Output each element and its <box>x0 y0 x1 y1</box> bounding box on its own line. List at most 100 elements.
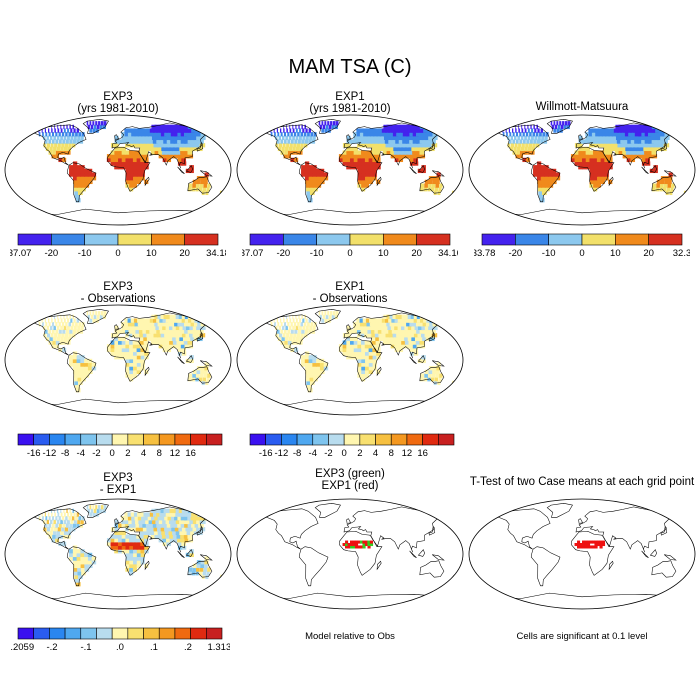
colorbar-label: -1.2059 <box>10 642 34 653</box>
colorbar-exp3-obs: -16 -12 -8 -4 -2 0 2 4 8 12 16 <box>17 433 223 459</box>
colorbar-label: 4 <box>141 448 146 459</box>
colorbar-swatch <box>481 233 516 246</box>
colorbar-swatch <box>249 433 266 446</box>
colorbar-label: -20 <box>276 248 290 259</box>
colorbar-label: -37.07 <box>242 248 263 259</box>
colorbar-swatch <box>343 433 361 446</box>
panel-title-exp1-obs: EXP1 - Observations <box>250 281 450 305</box>
colorbar-swatch <box>316 233 351 246</box>
colorbar-label: -37.07 <box>10 248 31 259</box>
map-exp3 <box>4 114 232 226</box>
colorbar-label: 16 <box>185 448 196 459</box>
footnote-ttest: Cells are significant at 0.1 level <box>516 631 648 642</box>
colorbar-label: 2 <box>357 448 362 459</box>
colorbar-swatch <box>438 433 455 446</box>
map-exp3-obs <box>4 304 232 416</box>
colorbar-label: -8 <box>293 448 301 459</box>
colorbar-swatch <box>17 233 52 246</box>
colorbar-swatch <box>17 627 34 640</box>
panel-title-line2: - Observations <box>312 293 388 305</box>
colorbar-swatch <box>143 433 160 446</box>
colorbar-swatch <box>158 433 176 446</box>
colorbar-label: -.1 <box>80 642 91 653</box>
colorbar-label: -16 <box>27 448 41 459</box>
map-exp1-obs <box>236 304 464 416</box>
colorbar-label: 0 <box>342 448 347 459</box>
colorbar-swatch <box>151 233 185 246</box>
colorbar-label: 20 <box>179 248 190 259</box>
panel-title-line2: EXP1 (red) <box>321 480 379 492</box>
colorbar-swatch <box>49 433 66 446</box>
colorbar-label: .0 <box>116 642 124 653</box>
colorbar-label: 16 <box>417 448 428 459</box>
panel-title-line1: Willmott-Matsuura <box>535 101 629 113</box>
colorbar-label: -10 <box>542 248 556 259</box>
colorbar-swatch <box>96 627 113 640</box>
panel-title-line1: EXP3 <box>103 472 133 484</box>
panel-title-exp1: EXP1 (yrs 1981-2010) <box>250 91 450 115</box>
colorbar-swatch <box>515 233 549 246</box>
colorbar-swatch <box>174 627 191 640</box>
colorbar-label: 0 <box>347 248 352 259</box>
panel-title-line2: (yrs 1981-2010) <box>309 103 391 115</box>
panel-title-line2: - EXP1 <box>99 484 137 496</box>
map-obs <box>468 114 696 226</box>
colorbar-exp3: -37.07 -20 -10 0 10 20 34.18 <box>10 233 226 259</box>
colorbar-swatch <box>296 433 314 446</box>
panel-title-line1: EXP3 <box>103 281 133 293</box>
colorbar-swatch <box>190 627 207 640</box>
colorbar-exp1-obs: -16 -12 -8 -4 -2 0 2 4 8 12 16 <box>249 433 455 459</box>
colorbar-swatch <box>127 627 144 640</box>
main-title: MAM TSA (C) <box>288 56 412 78</box>
colorbar-label: 10 <box>610 248 621 259</box>
colorbar-swatch <box>190 433 207 446</box>
colorbar-label: .1 <box>150 642 158 653</box>
colorbar-label: 34.18 <box>206 248 226 259</box>
colorbar-label: 0 <box>110 448 115 459</box>
colorbar-swatch <box>80 433 97 446</box>
colorbar-label: -12 <box>275 448 289 459</box>
colorbar-label: -8 <box>61 448 69 459</box>
colorbar-swatch <box>84 233 119 246</box>
panel-title-line1: T-Test of two Case means at each grid po… <box>469 476 695 488</box>
colorbar-swatch <box>174 433 191 446</box>
colorbar-label: 0 <box>115 248 120 259</box>
colorbar-swatch <box>416 233 451 246</box>
colorbar-swatch <box>375 433 392 446</box>
colorbar-label: -10 <box>310 248 324 259</box>
colorbar-swatch <box>249 233 284 246</box>
colorbar-label: 12 <box>402 448 413 459</box>
colorbar-swatch <box>184 233 219 246</box>
colorbar-swatch <box>49 627 66 640</box>
colorbar-swatch <box>283 233 317 246</box>
colorbar-label: 2 <box>125 448 130 459</box>
colorbar-label: -4 <box>309 448 317 459</box>
colorbar-swatch <box>96 433 113 446</box>
colorbar-label: 20 <box>411 248 422 259</box>
colorbar-exp1: -37.07 -20 -10 0 10 20 34.16 <box>242 233 458 259</box>
colorbar-swatch <box>422 433 439 446</box>
colorbar-swatch <box>64 433 82 446</box>
colorbar-label: 4 <box>373 448 378 459</box>
colorbar-swatch <box>390 433 408 446</box>
colorbar-label: -16 <box>259 448 273 459</box>
colorbar-swatch <box>265 433 282 446</box>
colorbar-label: -2 <box>92 448 100 459</box>
colorbar-swatch <box>581 233 616 246</box>
colorbar-swatch <box>406 433 423 446</box>
colorbar-label: 8 <box>157 448 162 459</box>
colorbar-swatch <box>206 627 223 640</box>
panel-title-obs: Willmott-Matsuura <box>482 101 682 113</box>
colorbar-swatch <box>64 627 82 640</box>
colorbar-swatch <box>33 627 50 640</box>
panel-title-line1: EXP1 <box>335 281 365 293</box>
colorbar-swatch <box>349 233 384 246</box>
colorbar-swatch <box>158 627 176 640</box>
colorbar-swatch <box>615 233 649 246</box>
colorbar-swatch <box>17 433 34 446</box>
colorbar-label: 10 <box>378 248 389 259</box>
panel-title-line2: - Observations <box>80 293 156 305</box>
colorbar-swatch <box>383 233 417 246</box>
colorbar-exp3-exp1: -1.2059 -.2 -.1 .0 .1 .2 1.3138 <box>10 627 230 653</box>
colorbar-label: -.2 <box>46 642 57 653</box>
